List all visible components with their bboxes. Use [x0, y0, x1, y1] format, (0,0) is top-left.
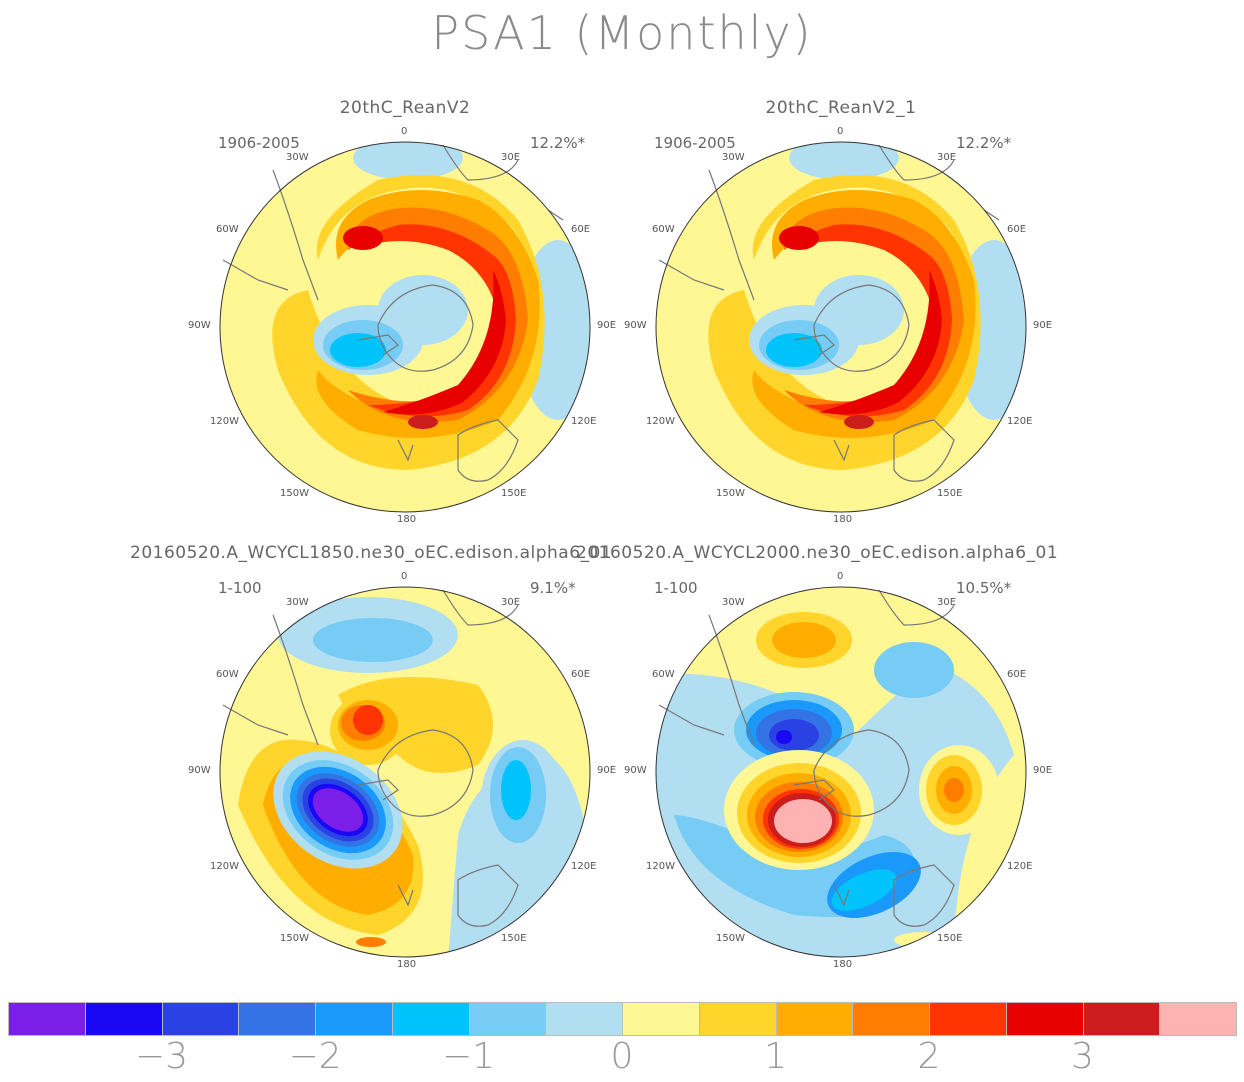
- colorbar-swatch: [929, 1002, 1007, 1036]
- colorbar-tick-label: −3: [134, 1036, 189, 1077]
- lon-label-150e: 150E: [501, 933, 527, 944]
- colorbar-tick-label: −2: [288, 1036, 342, 1077]
- lon-label-60w: 60W: [216, 224, 239, 235]
- lon-label-60e: 60E: [571, 224, 591, 235]
- panel-reanv2: 20thC_ReanV2 1906-2005 12.2%*: [188, 98, 620, 538]
- colorbar-tick-label: 1: [764, 1036, 787, 1077]
- lon-label-60e: 60E: [1007, 669, 1027, 680]
- panel-title: 20thC_ReanV2: [339, 98, 471, 118]
- colorbar-swatch: [622, 1002, 700, 1036]
- colorbar-tick-label: −1: [441, 1036, 496, 1077]
- figure-title: PSA1 (Monthly): [431, 6, 813, 60]
- lon-label-150e: 150E: [937, 488, 963, 499]
- period-label: 1-100: [218, 579, 262, 597]
- lon-label-120e: 120E: [571, 416, 597, 427]
- colorbar-swatch: [238, 1002, 316, 1036]
- lon-label-150w: 150W: [280, 488, 309, 499]
- lon-label-120w: 120W: [646, 861, 675, 872]
- lon-label-60e: 60E: [1007, 224, 1027, 235]
- variance-label: 9.1%*: [530, 579, 576, 597]
- lon-label-0: 0: [837, 571, 844, 582]
- lon-label-90e: 90E: [1033, 765, 1053, 776]
- colorbar-swatch: [84, 1002, 163, 1036]
- colorbar-swatch: [8, 1002, 86, 1036]
- lon-label-60w: 60W: [652, 224, 675, 235]
- lon-label-150w: 150W: [716, 933, 745, 944]
- lon-label-150w: 150W: [280, 933, 309, 944]
- lon-label-180: 180: [397, 514, 417, 525]
- colorbar-tick-label: 0: [610, 1036, 634, 1077]
- lon-label-180: 180: [833, 959, 853, 970]
- lon-label-30e: 30E: [937, 152, 957, 163]
- lon-label-180: 180: [397, 959, 417, 970]
- lon-label-90e: 90E: [597, 765, 617, 776]
- period-label: 1906-2005: [218, 134, 300, 152]
- lon-label-120w: 120W: [210, 416, 239, 427]
- colorbar-tick-label: 3: [1071, 1036, 1094, 1077]
- colorbar-tick-label: 2: [917, 1036, 941, 1077]
- lon-label-0: 0: [401, 126, 408, 137]
- lon-label-30w: 30W: [286, 597, 309, 608]
- colorbar: [8, 1002, 1237, 1036]
- colorbar-swatch: [1005, 1002, 1084, 1036]
- lon-label-120w: 120W: [646, 416, 675, 427]
- colorbar-swatch: [1082, 1002, 1161, 1036]
- panel-wcycl2000: 20160520.A_WCYCL2000.ne30_oEC.edison.alp…: [576, 543, 1058, 983]
- colorbar-swatch: [775, 1002, 854, 1036]
- lon-label-150e: 150E: [937, 933, 963, 944]
- polar-map: [655, 141, 1027, 513]
- lon-label-30e: 30E: [501, 597, 521, 608]
- period-label: 1906-2005: [654, 134, 736, 152]
- panel-wcycl1850: 20160520.A_WCYCL1850.ne30_oEC.edison.alp…: [130, 543, 620, 983]
- lon-label-30w: 30W: [286, 152, 309, 163]
- colorbar-swatch: [852, 1002, 930, 1036]
- variance-label: 10.5%*: [956, 579, 1012, 597]
- colorbar-swatch: [391, 1002, 470, 1036]
- panel-title: 20160520.A_WCYCL2000.ne30_oEC.edison.alp…: [576, 543, 1059, 563]
- variance-label: 12.2%*: [956, 134, 1012, 152]
- lon-label-120e: 120E: [571, 861, 597, 872]
- lon-label-30e: 30E: [937, 597, 957, 608]
- lon-label-60w: 60W: [216, 669, 239, 680]
- lon-label-30w: 30W: [722, 152, 745, 163]
- lon-label-60w: 60W: [652, 669, 675, 680]
- lon-label-90w: 90W: [624, 320, 647, 331]
- lon-label-90w: 90W: [188, 320, 211, 331]
- colorbar-swatch: [698, 1002, 777, 1036]
- lon-label-150w: 150W: [716, 488, 745, 499]
- lon-label-60e: 60E: [571, 669, 591, 680]
- variance-label: 12.2%*: [530, 134, 586, 152]
- colorbar-swatch: [468, 1002, 547, 1036]
- lon-label-90w: 90W: [188, 765, 211, 776]
- panel-title: 20thC_ReanV2_1: [765, 98, 917, 118]
- polar-map: [655, 586, 1027, 958]
- panel-title: 20160520.A_WCYCL1850.ne30_oEC.edison.alp…: [130, 543, 613, 563]
- lon-label-30e: 30E: [501, 152, 521, 163]
- lon-label-90e: 90E: [597, 320, 617, 331]
- lon-label-120e: 120E: [1007, 416, 1033, 427]
- lon-label-90w: 90W: [624, 765, 647, 776]
- polar-map: [219, 141, 591, 513]
- lon-label-120e: 120E: [1007, 861, 1033, 872]
- period-label: 1-100: [654, 579, 698, 597]
- colorbar-swatch: [545, 1002, 623, 1036]
- lon-label-90e: 90E: [1033, 320, 1053, 331]
- polar-map: [219, 586, 591, 958]
- panel-reanv2-1: 20thC_ReanV2_1 1906-2005 12.2%*: [624, 98, 1056, 538]
- lon-label-180: 180: [833, 514, 853, 525]
- lon-label-150e: 150E: [501, 488, 527, 499]
- lon-label-0: 0: [401, 571, 408, 582]
- lon-label-0: 0: [837, 126, 844, 137]
- colorbar-swatch: [1159, 1002, 1237, 1036]
- lon-label-120w: 120W: [210, 861, 239, 872]
- colorbar-swatch: [161, 1002, 240, 1036]
- lon-label-30w: 30W: [722, 597, 745, 608]
- colorbar-swatch: [315, 1002, 393, 1036]
